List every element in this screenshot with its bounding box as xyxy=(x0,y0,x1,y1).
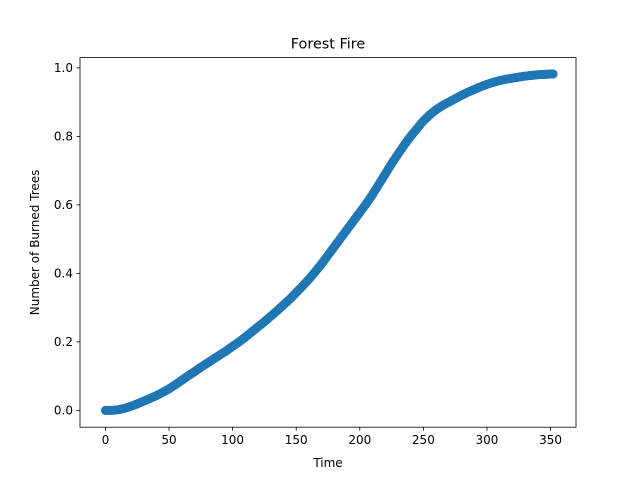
y-tick-label: 0.2 xyxy=(54,335,73,349)
y-tick-label: 0.6 xyxy=(54,198,73,212)
x-tick-label: 150 xyxy=(285,433,308,447)
data-points xyxy=(100,69,558,415)
x-axis-ticks: 0 50 100 150 200 250 300 350 xyxy=(102,427,562,447)
y-tick-label: 0.8 xyxy=(54,130,73,144)
y-tick-label: 0.4 xyxy=(54,267,73,281)
x-tick-label: 300 xyxy=(476,433,499,447)
x-tick-label: 250 xyxy=(412,433,435,447)
y-tick-label: 1.0 xyxy=(54,61,73,75)
plot-frame xyxy=(79,57,577,428)
x-tick-label: 200 xyxy=(348,433,371,447)
y-axis-label: Number of Burned Trees xyxy=(28,170,42,316)
chart-title: Forest Fire xyxy=(291,37,366,53)
x-tick-label: 350 xyxy=(539,433,562,447)
y-axis-ticks: 0.0 0.2 0.4 0.6 0.8 1.0 xyxy=(54,61,80,418)
y-tick-label: 0.0 xyxy=(54,404,73,418)
data-point xyxy=(548,69,558,79)
x-axis-label: Time xyxy=(312,456,342,470)
x-tick-label: 0 xyxy=(102,433,110,447)
x-tick-label: 100 xyxy=(221,433,244,447)
x-tick-label: 50 xyxy=(161,433,176,447)
